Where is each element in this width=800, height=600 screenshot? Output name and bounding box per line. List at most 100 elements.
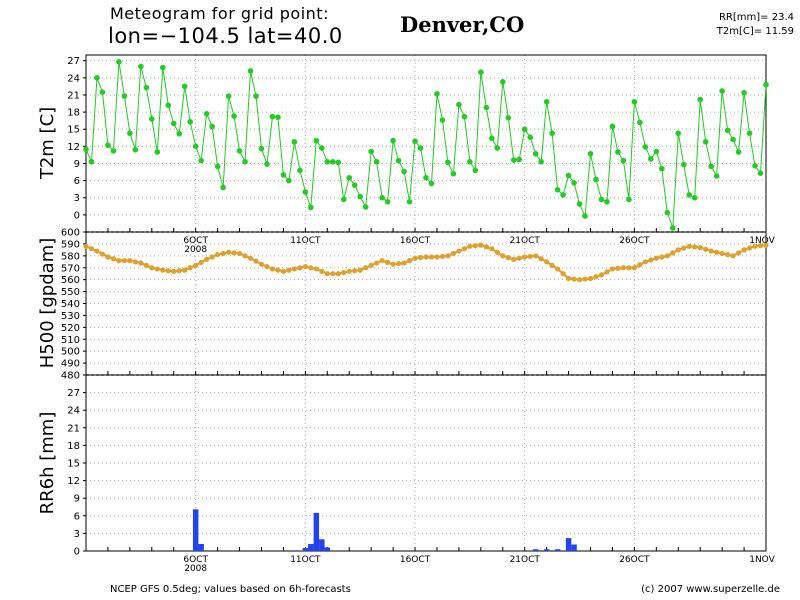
t2m-point	[379, 194, 385, 201]
t2m-point	[642, 144, 649, 150]
t2m-point	[362, 204, 369, 210]
t2m-point	[198, 157, 204, 164]
y-tick-label: 540	[61, 299, 80, 310]
t2m-point	[708, 163, 714, 170]
t2m-point	[214, 163, 221, 170]
h500-point	[703, 246, 709, 252]
t2m-point	[697, 96, 703, 103]
h500-point	[379, 258, 385, 264]
t2m-point	[499, 79, 506, 85]
h500-point	[533, 253, 539, 259]
t2m-point	[127, 130, 133, 137]
h500-point	[406, 258, 413, 264]
t2m-point	[373, 158, 380, 165]
t2m-line	[85, 61, 767, 229]
y-tick-label: 15	[67, 459, 80, 470]
t2m-point	[121, 93, 128, 99]
rr6h-bar	[565, 538, 572, 551]
h500-point	[681, 245, 687, 251]
h500-point	[352, 268, 358, 274]
t2m-point	[159, 64, 166, 71]
t2m-point	[423, 174, 429, 181]
t2m-point	[489, 135, 495, 142]
h500-point	[428, 254, 435, 260]
t2m-point	[637, 119, 643, 126]
t2m-point	[406, 198, 413, 205]
h500-point	[516, 255, 522, 261]
h500-point	[110, 256, 117, 262]
h500-point	[132, 259, 138, 265]
t2m-point	[236, 148, 243, 154]
h500-point	[94, 248, 100, 254]
y-tick-label: 12	[67, 142, 80, 153]
h500-point	[209, 254, 215, 260]
h500-point	[215, 252, 221, 258]
t2m-point	[702, 138, 709, 145]
h500-point	[401, 260, 407, 266]
t2m-point	[247, 68, 254, 74]
h500-point	[609, 266, 616, 272]
meteogram-title: Meteogram for grid point:	[110, 4, 329, 23]
t2m-point	[176, 130, 183, 137]
panel-frame	[85, 54, 767, 233]
h500-point	[198, 259, 204, 265]
y-tick-label: 490	[61, 359, 80, 370]
h500-point	[280, 268, 287, 274]
rr6h-bar	[302, 548, 309, 551]
h500-point	[385, 259, 391, 265]
t2m-point	[576, 201, 583, 207]
t2m-point	[264, 161, 270, 167]
t2m-point	[116, 59, 122, 65]
t2m-point	[735, 149, 742, 155]
h500-point	[116, 258, 122, 264]
date-tick-label: 1NOV	[749, 236, 775, 246]
t2m-point	[461, 113, 468, 120]
t2m-point	[538, 158, 544, 165]
h500-point	[182, 267, 188, 273]
t2m-point	[94, 75, 100, 81]
t2m-point	[560, 192, 566, 198]
h500-point	[626, 265, 632, 271]
axis-labels: 0 3 6 9 12 15 18 21 24 27 T2m [C] 48049050051052053…	[37, 56, 776, 574]
t2m-point	[565, 172, 572, 179]
y-tick-label: 3	[74, 193, 80, 204]
rr6h-bar	[308, 543, 314, 551]
t2m-point	[713, 173, 720, 179]
h500-point	[587, 275, 594, 282]
t2m-point	[724, 127, 731, 134]
t2m-point	[220, 184, 226, 191]
h500-point	[204, 256, 210, 263]
y-tick-label: 3	[74, 529, 80, 540]
h500-point	[231, 250, 237, 256]
h500-point	[659, 254, 665, 260]
h500-point	[83, 243, 89, 249]
h500-point	[483, 244, 489, 250]
copyright-note: (c) 2007 www.superzelle.de	[641, 584, 780, 595]
t2m-point	[324, 158, 331, 165]
h500-point	[544, 259, 550, 265]
t2m-point	[472, 167, 479, 174]
h500-point	[390, 261, 396, 267]
t2m-point	[730, 136, 736, 143]
date-tick-label: 21OCT	[510, 236, 541, 246]
t2m-point	[587, 150, 594, 157]
t2m-point	[280, 172, 287, 178]
t2m-point	[412, 138, 418, 145]
h500-point	[697, 244, 703, 251]
t2m-point	[203, 111, 210, 117]
t2m-point	[521, 126, 528, 133]
y-tick-label: 6	[74, 176, 80, 187]
rr6h-bar	[198, 543, 204, 551]
h500-point	[225, 249, 232, 255]
t2m-point	[757, 170, 764, 176]
t2m-point	[384, 198, 391, 205]
t2m-point	[329, 158, 336, 165]
t2m-point	[225, 93, 232, 99]
t2m-point	[593, 176, 599, 183]
t2m-point	[549, 130, 555, 137]
h500-point	[692, 244, 698, 250]
t2m-point	[335, 159, 342, 166]
y-tick-label: 550	[61, 287, 80, 298]
rr-total-readout: RR[mm]= 23.4	[719, 12, 794, 23]
y-tick-label: 530	[61, 311, 80, 322]
